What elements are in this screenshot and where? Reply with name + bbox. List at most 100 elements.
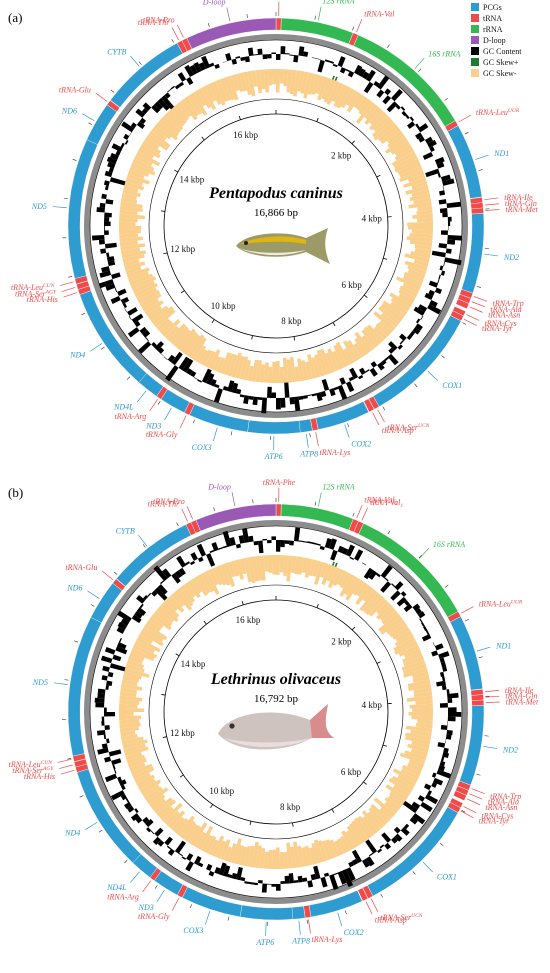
gene-label-text: tRNA-Ala xyxy=(488,798,519,807)
gc-content-bin xyxy=(337,545,345,554)
gc-skew-bin xyxy=(123,258,140,267)
gc-skew-bin xyxy=(373,120,396,141)
position-tick xyxy=(189,904,192,909)
label-leader xyxy=(59,764,73,769)
gc-skew-bin xyxy=(354,331,372,354)
gc-skew-bin xyxy=(123,185,139,193)
label-leader xyxy=(372,412,380,426)
gc-skew-bin xyxy=(156,606,175,623)
gc-skew-bin xyxy=(119,719,140,725)
gene-label-cox1: COX1 xyxy=(437,872,457,881)
gene-label-text: tRNA-Arg xyxy=(115,412,147,421)
position-tick xyxy=(444,584,449,588)
gc-skew-bin xyxy=(351,819,369,842)
gc-content-bin xyxy=(418,136,425,143)
gc-content-bin xyxy=(104,185,109,191)
gc-skew-bin xyxy=(120,247,141,255)
position-tick xyxy=(344,910,347,915)
gene-arc-nd6 xyxy=(86,104,118,145)
gc-skew-bin xyxy=(289,356,297,383)
gc-skew-bin xyxy=(129,651,145,662)
gene-arc-d-loop xyxy=(195,503,277,532)
gene-label-trna-ala: tRNA-Ala xyxy=(488,798,519,807)
position-tick xyxy=(154,885,158,889)
gc-content-bin xyxy=(106,256,115,262)
gc-skew-bin xyxy=(204,350,216,368)
gc-content-bin xyxy=(388,341,398,351)
gc-content-bin xyxy=(227,380,235,393)
gc-skew-bin xyxy=(380,127,401,145)
label-leader xyxy=(164,407,172,421)
position-tick xyxy=(465,618,469,622)
gene-arc-trna-asn xyxy=(455,298,470,310)
gene-label-trna-gln: tRNA-Gln xyxy=(505,692,537,701)
gc-skew-bin xyxy=(279,366,285,383)
gc-content-bin xyxy=(319,545,325,551)
gc-skew-bin xyxy=(304,558,313,578)
gene-label-text: tRNA-Lys xyxy=(311,935,342,944)
gc-skew-bin xyxy=(167,810,186,829)
gc-content-bin xyxy=(369,367,378,377)
gc-skew-bin xyxy=(276,555,281,575)
label-leader xyxy=(130,871,140,883)
gc-skew-bin xyxy=(263,69,269,93)
gc-content-bin xyxy=(235,543,242,549)
gc-skew-bin xyxy=(132,158,155,172)
gc-content-bin xyxy=(440,725,448,730)
gc-skew-bin xyxy=(136,637,161,653)
gc-content-bin xyxy=(104,170,113,178)
gc-skew-bin xyxy=(340,88,355,109)
gc-skew-bin xyxy=(319,562,329,579)
gc-content-bin xyxy=(229,536,236,546)
gc-content-bin xyxy=(447,226,449,231)
label-leader xyxy=(59,281,74,286)
gc-content-bin xyxy=(445,248,452,254)
gc-content-bin xyxy=(101,266,110,273)
label-leader xyxy=(179,415,187,429)
label-leader xyxy=(213,427,218,442)
gc-content-bin xyxy=(400,591,407,597)
gene-arc-atp6 xyxy=(247,419,301,435)
gc-skew-bin xyxy=(235,73,244,92)
gc-skew-bin xyxy=(148,305,169,322)
position-tick xyxy=(110,89,115,93)
gc-content-bin xyxy=(302,877,308,882)
gc-content-bin xyxy=(100,655,113,664)
gc-content-bin xyxy=(154,341,164,351)
gene-label-nd6: ND6 xyxy=(61,107,77,116)
gene-arc-trna-glu xyxy=(106,100,121,113)
position-tick xyxy=(306,919,308,924)
gene-arc-trna-asn xyxy=(453,790,467,801)
kbp-tick xyxy=(179,774,184,778)
position-tick xyxy=(314,15,316,20)
gc-content-bin xyxy=(112,654,122,662)
kbp-label: 4 kbp xyxy=(362,213,383,223)
gene-label-cox2: COX2 xyxy=(351,439,371,448)
gene-label-text: 12S rRNA xyxy=(322,483,354,492)
gc-skew-bin xyxy=(125,663,145,673)
gc-content-bin xyxy=(271,52,276,55)
label-leader xyxy=(90,343,103,352)
gc-content-bin xyxy=(108,167,114,173)
gc-content-bin xyxy=(109,152,119,161)
gc-skew-bin xyxy=(190,337,207,360)
gc-content-bin xyxy=(167,354,176,363)
position-tick xyxy=(418,68,422,72)
gene-label-text: ND4 xyxy=(69,351,85,360)
gene-label-trna-asp: tRNA-Asp xyxy=(375,916,407,925)
gc-skew-bin xyxy=(300,360,309,381)
panel-b-circular-map: (b) 2 kbp 4 kbp 6 kbp 8 kbp 10 kbp 12 kbp 14 kb… xyxy=(8,478,539,947)
gc-skew-bin xyxy=(247,845,255,868)
gc-content-bin xyxy=(206,863,213,871)
gene-label-trna-arg: tRNA-Arg xyxy=(107,893,139,902)
gc-content-bin xyxy=(147,592,152,597)
gc-content-bin xyxy=(104,230,109,236)
gc-content-bin xyxy=(428,289,435,296)
label-leader xyxy=(85,821,98,830)
gc-content-bin xyxy=(253,53,259,56)
label-leader xyxy=(365,901,373,915)
gene-arc-trna-asp xyxy=(357,887,369,902)
position-tick xyxy=(176,522,179,527)
fish-belly xyxy=(238,248,306,256)
gc-content-bin xyxy=(193,61,202,73)
